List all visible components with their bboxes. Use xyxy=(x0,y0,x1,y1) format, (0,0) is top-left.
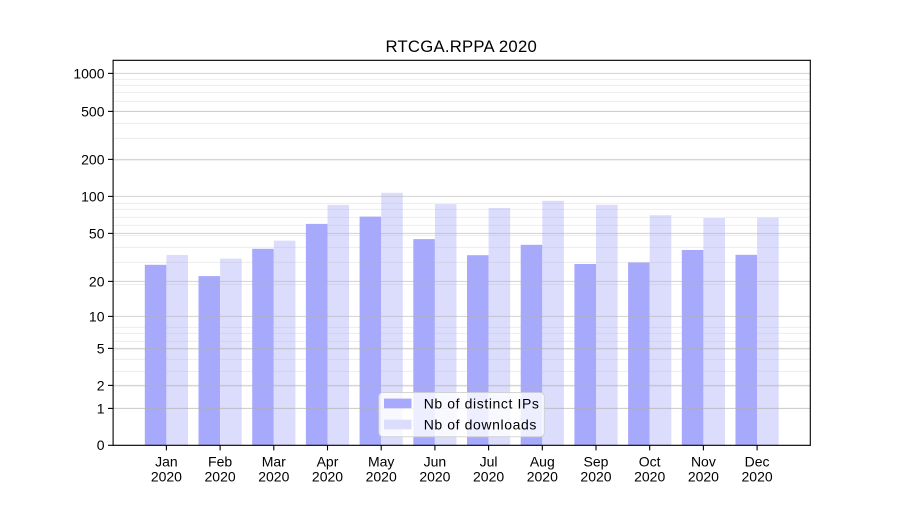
svg-text:Sep: Sep xyxy=(584,454,609,470)
svg-text:2020: 2020 xyxy=(688,468,719,484)
svg-text:5: 5 xyxy=(97,340,105,356)
svg-text:1: 1 xyxy=(97,400,105,416)
svg-text:50: 50 xyxy=(89,225,105,241)
svg-text:Apr: Apr xyxy=(317,454,339,470)
svg-text:2020: 2020 xyxy=(527,468,558,484)
svg-text:2020: 2020 xyxy=(366,468,397,484)
svg-text:Nov: Nov xyxy=(691,454,716,470)
svg-text:2: 2 xyxy=(97,377,105,393)
svg-text:2020: 2020 xyxy=(742,468,773,484)
svg-text:2020: 2020 xyxy=(312,468,343,484)
svg-text:Feb: Feb xyxy=(208,454,232,470)
svg-text:2020: 2020 xyxy=(473,468,504,484)
svg-text:2020: 2020 xyxy=(634,468,665,484)
svg-text:Jan: Jan xyxy=(155,454,178,470)
svg-text:Mar: Mar xyxy=(262,454,286,470)
svg-text:500: 500 xyxy=(81,103,105,119)
svg-text:Dec: Dec xyxy=(745,454,770,470)
svg-text:May: May xyxy=(368,454,394,470)
svg-text:0: 0 xyxy=(97,437,105,453)
svg-text:2020: 2020 xyxy=(151,468,182,484)
svg-text:Jul: Jul xyxy=(480,454,498,470)
svg-text:200: 200 xyxy=(81,151,105,167)
svg-text:2020: 2020 xyxy=(419,468,450,484)
svg-text:Oct: Oct xyxy=(639,454,661,470)
svg-text:10: 10 xyxy=(89,308,105,324)
svg-text:RTCGA.RPPA 2020: RTCGA.RPPA 2020 xyxy=(385,37,537,56)
svg-text:Jun: Jun xyxy=(424,454,447,470)
svg-text:2020: 2020 xyxy=(205,468,236,484)
svg-text:Nb of distinct IPs: Nb of distinct IPs xyxy=(424,396,540,412)
svg-text:2020: 2020 xyxy=(580,468,611,484)
svg-text:2020: 2020 xyxy=(258,468,289,484)
svg-text:100: 100 xyxy=(81,188,105,204)
svg-text:20: 20 xyxy=(89,273,105,289)
svg-text:Nb of downloads: Nb of downloads xyxy=(424,416,537,432)
svg-text:Aug: Aug xyxy=(530,454,555,470)
svg-text:1000: 1000 xyxy=(73,65,104,81)
